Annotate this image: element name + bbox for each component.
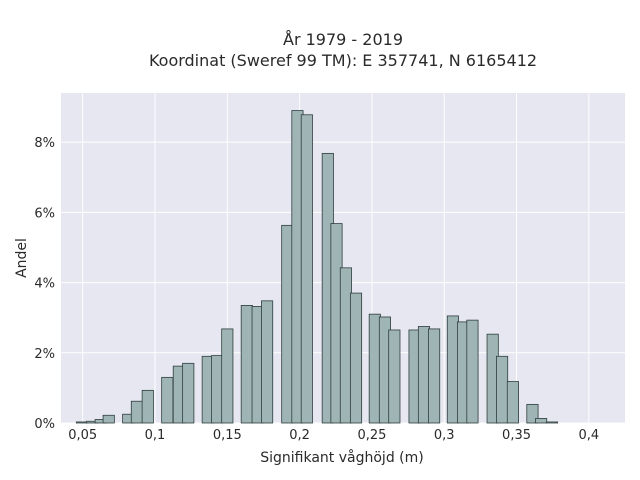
x-tick-labels: 0,05 0,1 0,15 0,2 0,25 0,3 0,35 0,4 — [68, 428, 599, 443]
y-tick-label: 2% — [34, 347, 55, 362]
x-tick-label: 0,05 — [68, 428, 97, 443]
x-tick-label: 0,15 — [213, 428, 242, 443]
chart-title-line1: År 1979 - 2019 — [283, 30, 403, 49]
x-tick-label: 0,2 — [289, 428, 310, 443]
histogram-bar — [211, 355, 224, 424]
histogram-bar — [221, 328, 234, 424]
x-tick-label: 0,4 — [579, 428, 600, 443]
x-axis-label: Signifikant våghöjd (m) — [260, 449, 423, 466]
histogram-bar — [261, 300, 274, 424]
histogram-bar — [545, 421, 559, 424]
y-tick-label: 4% — [34, 277, 55, 292]
histogram-bar — [428, 328, 441, 424]
histogram-bar — [506, 381, 519, 424]
x-tick-label: 0,35 — [502, 428, 531, 443]
histogram-bar — [75, 421, 89, 424]
histogram-bar — [281, 224, 294, 424]
x-tick-label: 0,1 — [145, 428, 166, 443]
y-tick-labels: 0% 2% 4% 6% 8% — [34, 136, 55, 432]
histogram-bar — [240, 304, 253, 424]
histogram-bar — [339, 267, 352, 424]
histogram-bar — [446, 315, 459, 424]
y-tick-label: 8% — [34, 136, 55, 151]
histogram-bar — [130, 400, 143, 424]
bars-group — [75, 110, 559, 424]
histogram-bar — [526, 403, 539, 424]
histogram-bar — [161, 376, 174, 424]
y-tick-label: 6% — [34, 206, 55, 221]
histogram-bar — [300, 114, 313, 424]
y-axis-label: Andel — [14, 238, 30, 278]
histogram-bar — [388, 329, 401, 424]
histogram-bar — [141, 389, 154, 424]
histogram-bar — [349, 292, 363, 424]
chart-title-line2: Koordinat (Sweref 99 TM): E 357741, N 61… — [149, 51, 537, 70]
histogram-bar — [102, 414, 115, 424]
histogram-bar — [417, 326, 431, 424]
histogram-bar — [466, 319, 479, 424]
y-tick-label: 0% — [34, 417, 55, 432]
histogram-bar — [535, 418, 548, 424]
histogram-bar — [496, 355, 509, 424]
histogram-bar — [368, 313, 381, 424]
histogram-bar — [182, 362, 195, 424]
x-tick-label: 0,25 — [357, 428, 386, 443]
x-tick-label: 0,3 — [434, 428, 455, 443]
